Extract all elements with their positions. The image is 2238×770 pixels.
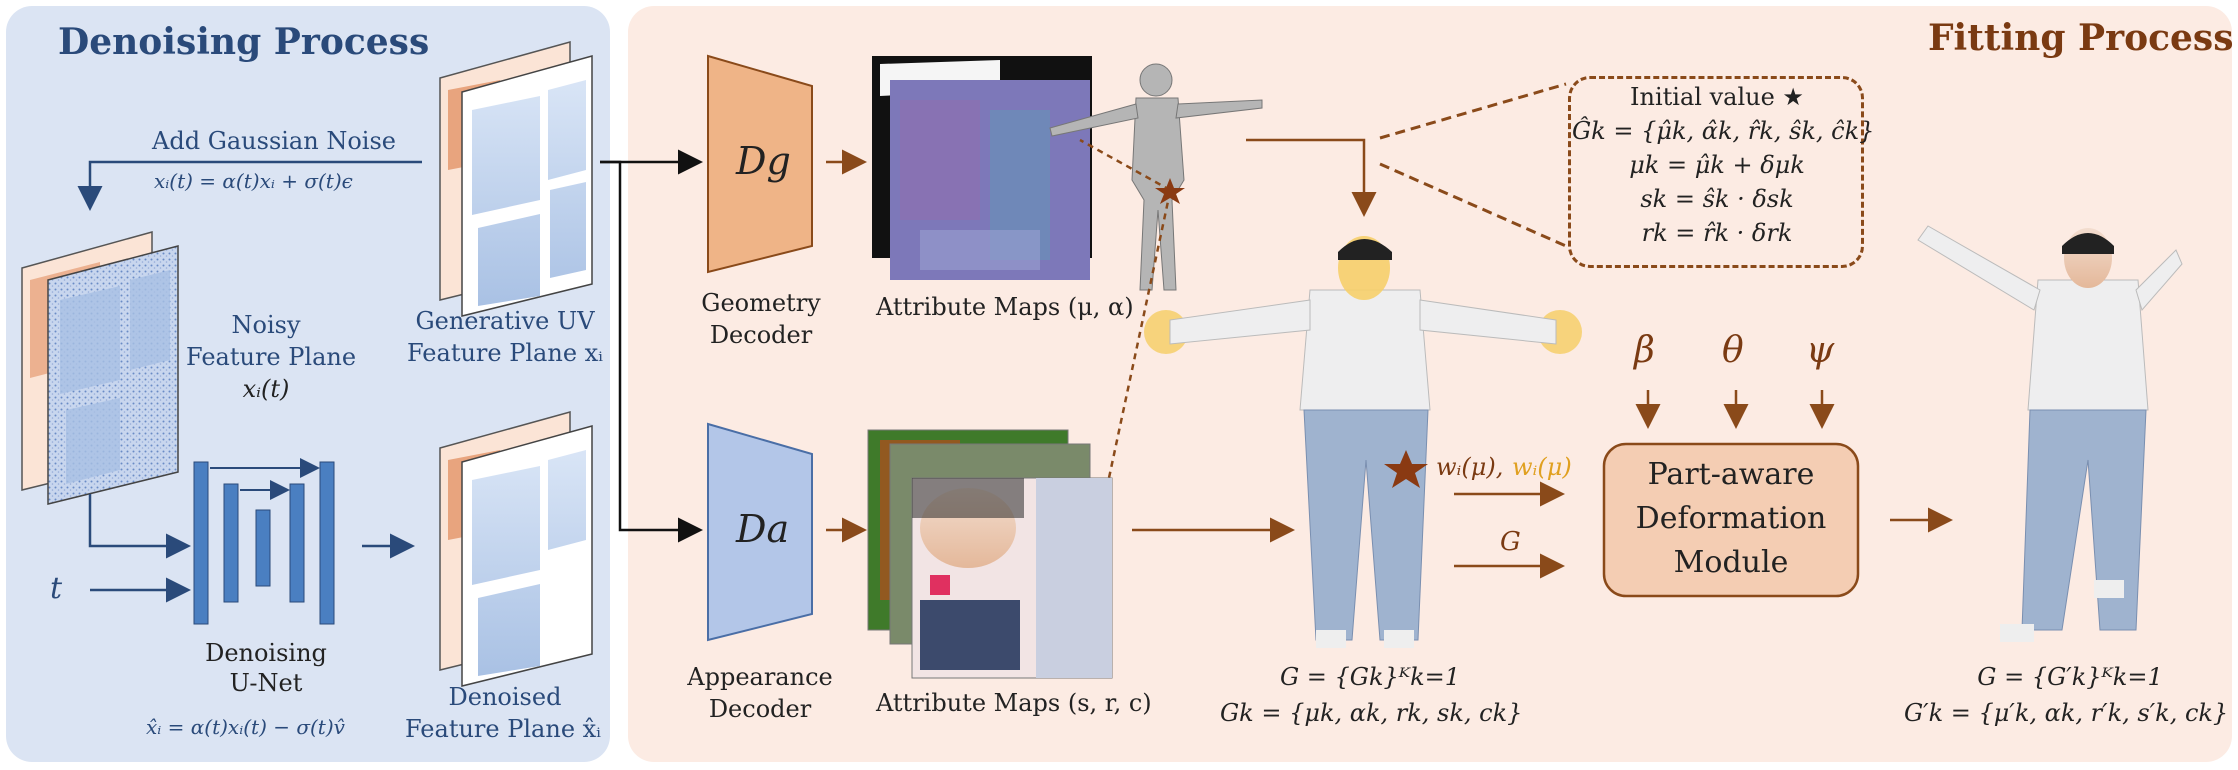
dg-label: Dg xyxy=(736,139,791,183)
geometry-label-2: Decoder xyxy=(709,321,813,349)
t-label: t xyxy=(50,571,63,606)
denoised-label-2: Feature Plane x̂ᵢ xyxy=(404,715,602,743)
generative-label-2: Feature Plane xᵢ xyxy=(406,339,604,367)
deformed-human-icon xyxy=(1917,225,2183,642)
module-label-3: Module xyxy=(1673,545,1789,580)
noise-equation: xᵢ(t) = α(t)xᵢ + σ(t)ϵ xyxy=(154,169,353,193)
denoising-title: Denoising Process xyxy=(58,21,430,63)
denoise-equation: x̂ᵢ = α(t)xᵢ(t) − σ(t)v̂ xyxy=(146,715,345,739)
weight-label-b: wᵢ(μ) xyxy=(1512,453,1572,481)
init-eq-2: μk = μ̂k + δμk xyxy=(1629,151,1805,179)
attr-maps-geometry-label: Attribute Maps (μ, α) xyxy=(876,293,1134,321)
out-eq-1: G = {G′k}ᴷk=1 xyxy=(1977,663,2163,691)
noisy-label-2: Feature Plane xyxy=(186,343,357,371)
module-label-1: Part-aware xyxy=(1647,457,1815,492)
deformation-module-box xyxy=(1602,442,1860,598)
out-eq-2: G′k = {μ′k, αk, r′k, s′k, ck} xyxy=(1904,699,2229,727)
noisy-label-3: xᵢ(t) xyxy=(242,375,290,403)
initial-value-title: Initial value ★ xyxy=(1630,83,1804,111)
module-label-2: Deformation xyxy=(1635,501,1827,536)
appearance-label-2: Decoder xyxy=(708,695,812,723)
unet-icon xyxy=(193,458,335,625)
attr-maps-appearance-label: Attribute Maps (s, r, c) xyxy=(876,689,1152,717)
uv-map-icon xyxy=(439,41,593,317)
generative-label-1: Generative UV xyxy=(415,307,595,335)
set-eq-2: Gk = {μk, αk, rk, sk, ck} xyxy=(1220,699,1523,727)
fitting-title: Fitting Process xyxy=(1928,17,2234,59)
star-icon xyxy=(1155,178,1185,204)
denoised-label-1: Denoised xyxy=(448,683,562,711)
noisy-label-1: Noisy xyxy=(231,311,301,339)
set-eq-1: G = {Gk}ᴷk=1 xyxy=(1280,663,1460,691)
init-eq-3: sk = ŝk · δsk xyxy=(1640,185,1794,213)
appearance-decoder-shape xyxy=(707,422,813,642)
attribute-map-appearance xyxy=(867,429,1113,679)
attribute-map-geometry xyxy=(872,56,1092,280)
theta-label: θ xyxy=(1722,330,1744,371)
unet-label-2: U-Net xyxy=(229,669,303,697)
geometry-decoder-shape xyxy=(707,54,813,274)
add-noise-label: Add Gaussian Noise xyxy=(152,127,396,155)
mesh-figure-icon xyxy=(1049,63,1263,291)
appearance-label-1: Appearance xyxy=(687,663,833,691)
human-figure-icon xyxy=(1144,236,1582,648)
initial-value-box xyxy=(1568,76,1864,268)
unet-label-1: Denoising xyxy=(205,639,327,667)
da-label: Da xyxy=(736,507,790,551)
init-eq-4: rk = r̂k · δrk xyxy=(1641,219,1793,247)
psi-label: ψ xyxy=(1806,330,1835,371)
geometry-label-1: Geometry xyxy=(701,289,821,317)
weight-label-a: wᵢ(μ), xyxy=(1436,453,1504,481)
noisy-plane xyxy=(21,231,179,505)
denoised-plane xyxy=(439,411,593,687)
beta-label: β xyxy=(1634,330,1655,371)
init-eq-1: Ĝk = {μ̂k, α̂k, r̂k, ŝk, ĉk} xyxy=(1572,117,1875,145)
g-label: G xyxy=(1500,527,1521,557)
